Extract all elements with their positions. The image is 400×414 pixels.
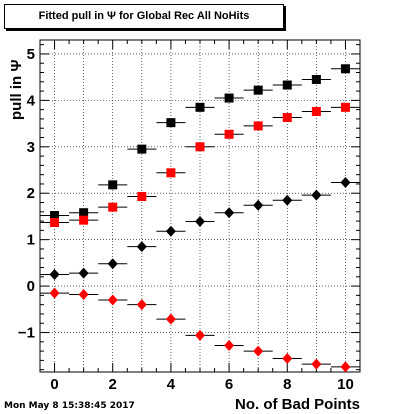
- data-point-square: [195, 142, 205, 152]
- data-point-square: [195, 102, 205, 112]
- data-point-diamond: [78, 267, 89, 279]
- timestamp-footer: Mon May 8 15:38:45 2017: [4, 401, 135, 411]
- y-tick-label: 2: [27, 185, 35, 202]
- data-point-square: [224, 93, 234, 103]
- y-tick-label: 4: [27, 92, 36, 109]
- data-point-diamond: [224, 340, 235, 352]
- data-point-diamond: [282, 194, 293, 206]
- data-point-diamond: [78, 288, 89, 300]
- data-point-diamond: [311, 189, 322, 201]
- data-point-diamond: [224, 207, 235, 219]
- data-point-square: [79, 208, 89, 218]
- data-point-diamond: [195, 329, 205, 341]
- x-tick-label: 2: [109, 376, 117, 393]
- data-point-diamond: [253, 345, 264, 357]
- data-point-square: [340, 64, 350, 74]
- data-point-diamond: [49, 287, 60, 299]
- data-point-square: [50, 217, 60, 227]
- y-tick-label: −1: [18, 325, 35, 342]
- data-point-diamond: [253, 199, 264, 211]
- x-tick-label: 0: [50, 376, 58, 393]
- data-point-diamond: [195, 216, 205, 228]
- y-axis-label: pull in Ψ: [8, 59, 25, 120]
- x-axis-label: No. of Bad Points: [235, 396, 360, 413]
- data-point-square: [253, 121, 263, 131]
- data-point-diamond: [49, 268, 60, 280]
- data-point-diamond: [282, 353, 293, 365]
- data-point-square: [108, 180, 118, 190]
- data-point-diamond: [311, 358, 322, 370]
- data-point-square: [137, 144, 147, 154]
- data-point-square: [282, 80, 292, 90]
- data-point-diamond: [107, 258, 118, 270]
- chart-title-box: Fitted pull in Ψ for Global Rec All NoHi…: [4, 4, 284, 29]
- x-tick-label: 4: [167, 376, 176, 393]
- data-point-square: [340, 102, 350, 112]
- data-point-square: [166, 118, 176, 128]
- chart-title: Fitted pull in Ψ for Global Rec All NoHi…: [38, 10, 250, 22]
- data-point-square: [166, 168, 176, 178]
- y-tick-label: 1: [27, 232, 35, 249]
- x-tick-label: 6: [225, 376, 233, 393]
- data-point-square: [137, 191, 147, 201]
- y-tick-label: 5: [27, 46, 35, 63]
- data-point-square: [224, 129, 234, 139]
- data-point-square: [311, 107, 321, 117]
- data-point-square: [108, 202, 118, 212]
- data-point-square: [253, 85, 263, 95]
- data-point-diamond: [340, 177, 351, 189]
- data-point-diamond: [136, 299, 147, 311]
- data-point-diamond: [340, 361, 351, 373]
- data-point-diamond: [136, 241, 147, 253]
- x-tick-label: 8: [283, 376, 291, 393]
- plot-area: 0 2 4 6 8 10 −1 0 1 2 3 4 5: [18, 39, 361, 393]
- data-point-square: [311, 74, 321, 84]
- data-point-diamond: [165, 225, 176, 237]
- y-tick-label: 0: [27, 278, 35, 295]
- y-tick-label: 3: [27, 139, 35, 156]
- data-point-square: [282, 113, 292, 123]
- data-point-diamond: [165, 313, 176, 325]
- x-tick-label: 10: [337, 376, 354, 393]
- data-point-square: [50, 211, 60, 221]
- data-point-square: [79, 215, 89, 225]
- data-point-diamond: [107, 294, 118, 306]
